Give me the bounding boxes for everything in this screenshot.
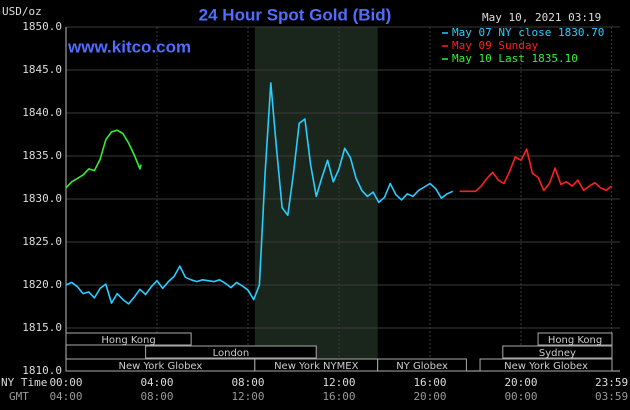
legend-label: May 09 Sunday <box>452 39 538 52</box>
x-tick-label: 04:00 <box>140 376 173 389</box>
watermark: www.kitco.com <box>67 37 191 56</box>
session-label: Sydney <box>539 348 576 359</box>
x-row-label: NY Time <box>1 376 47 389</box>
session-label: Hong Kong <box>101 335 155 346</box>
session-box <box>65 332 192 346</box>
chart-title: 24 Hour Spot Gold (Bid) <box>199 5 392 24</box>
series-line <box>65 82 454 305</box>
y-axis-label: USD/oz <box>2 5 42 18</box>
x-tick-label: 20:00 <box>504 376 537 389</box>
gmt-tick-label: 12:00 <box>231 390 264 403</box>
session-box <box>502 345 613 359</box>
y-tick-label: 1815.0 <box>22 321 62 334</box>
session-box <box>145 345 317 359</box>
x-tick-label: 08:00 <box>231 376 264 389</box>
y-tick-label: 1835.0 <box>22 149 62 162</box>
x-tick-label: 23:59 <box>595 376 628 389</box>
session-box <box>479 358 613 372</box>
session-label: NY Globex <box>396 361 448 372</box>
x-row-label: GMT <box>9 390 29 403</box>
y-tick-label: 1845.0 <box>22 63 62 76</box>
series-line <box>65 129 142 189</box>
x-tick-label: 00:00 <box>49 376 82 389</box>
session-box <box>377 358 467 372</box>
y-tick-label: 1840.0 <box>22 106 62 119</box>
gmt-tick-label: 03:59 <box>595 390 628 403</box>
session-label: New York NYMEX <box>274 361 359 372</box>
session-label: New York Globex <box>118 361 202 372</box>
y-tick-label: 1825.0 <box>22 235 62 248</box>
y-tick-label: 1830.0 <box>22 192 62 205</box>
gmt-tick-label: 08:00 <box>140 390 173 403</box>
x-tick-label: 16:00 <box>413 376 446 389</box>
y-tick-label: 1850.0 <box>22 20 62 33</box>
session-label: Hong Kong <box>548 335 602 346</box>
gmt-tick-label: 16:00 <box>322 390 355 403</box>
timestamp: May 10, 2021 03:19 <box>482 11 601 24</box>
gmt-tick-label: 04:00 <box>49 390 82 403</box>
gmt-tick-label: 00:00 <box>504 390 537 403</box>
legend-label: May 10 Last 1835.10 <box>452 52 578 65</box>
series-line <box>459 148 613 193</box>
session-box <box>537 332 613 346</box>
session-label: New York Globex <box>504 361 588 372</box>
y-tick-label: 1820.0 <box>22 278 62 291</box>
y-tick-label: 1810.0 <box>22 364 62 377</box>
x-tick-label: 12:00 <box>322 376 355 389</box>
session-label: London <box>213 348 250 359</box>
legend-label: May 07 NY close 1830.70 <box>452 26 604 39</box>
gmt-tick-label: 20:00 <box>413 390 446 403</box>
